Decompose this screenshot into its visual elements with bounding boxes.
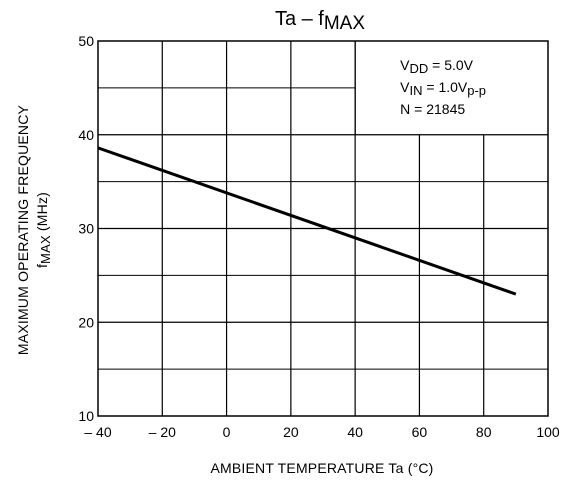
x-tick-label: 40 <box>347 424 363 440</box>
annotation-line-1: VDD = 5.0V <box>400 57 474 76</box>
x-axis-label: AMBIENT TEMPERATURE Ta (°C) <box>210 460 433 476</box>
y-tick-label: 40 <box>78 127 94 143</box>
series-layer <box>97 146 517 296</box>
series-line-1 <box>97 146 517 296</box>
y-tick-label: 20 <box>78 314 94 330</box>
x-tick-label: 80 <box>476 424 492 440</box>
x-tick-label: – 40 <box>84 424 111 440</box>
y-axis-label-line2: fMAX (MHz) <box>34 192 53 268</box>
annotation-line-2: VIN = 1.0Vp-p <box>400 79 486 98</box>
tick-labels: – 40 – 20 0 20 40 60 80 100 10 20 30 40 50 <box>78 33 559 440</box>
x-tick-label: 0 <box>223 424 231 440</box>
y-tick-label: 50 <box>78 33 94 49</box>
chart-title: Ta – fMAX <box>275 8 365 34</box>
plot-border <box>97 40 549 417</box>
annotation-box: VDD = 5.0V VIN = 1.0Vp-p N = 21845 <box>354 41 486 135</box>
annotation-line-3: N = 21845 <box>400 101 465 117</box>
y-axis-label-line1: MAXIMUM OPERATING FREQUENCY <box>15 104 31 355</box>
y-tick-label: 10 <box>78 408 94 424</box>
x-tick-label: 20 <box>283 424 299 440</box>
plot-frame <box>97 40 549 417</box>
x-tick-label: 60 <box>412 424 428 440</box>
x-tick-label: – 20 <box>149 424 176 440</box>
y-tick-label: 30 <box>78 221 94 237</box>
chart-text: Ta – fMAX AMBIENT TEMPERATURE Ta (°C) MAXI… <box>15 8 433 476</box>
grid <box>98 41 548 416</box>
x-tick-label: 100 <box>536 424 560 440</box>
